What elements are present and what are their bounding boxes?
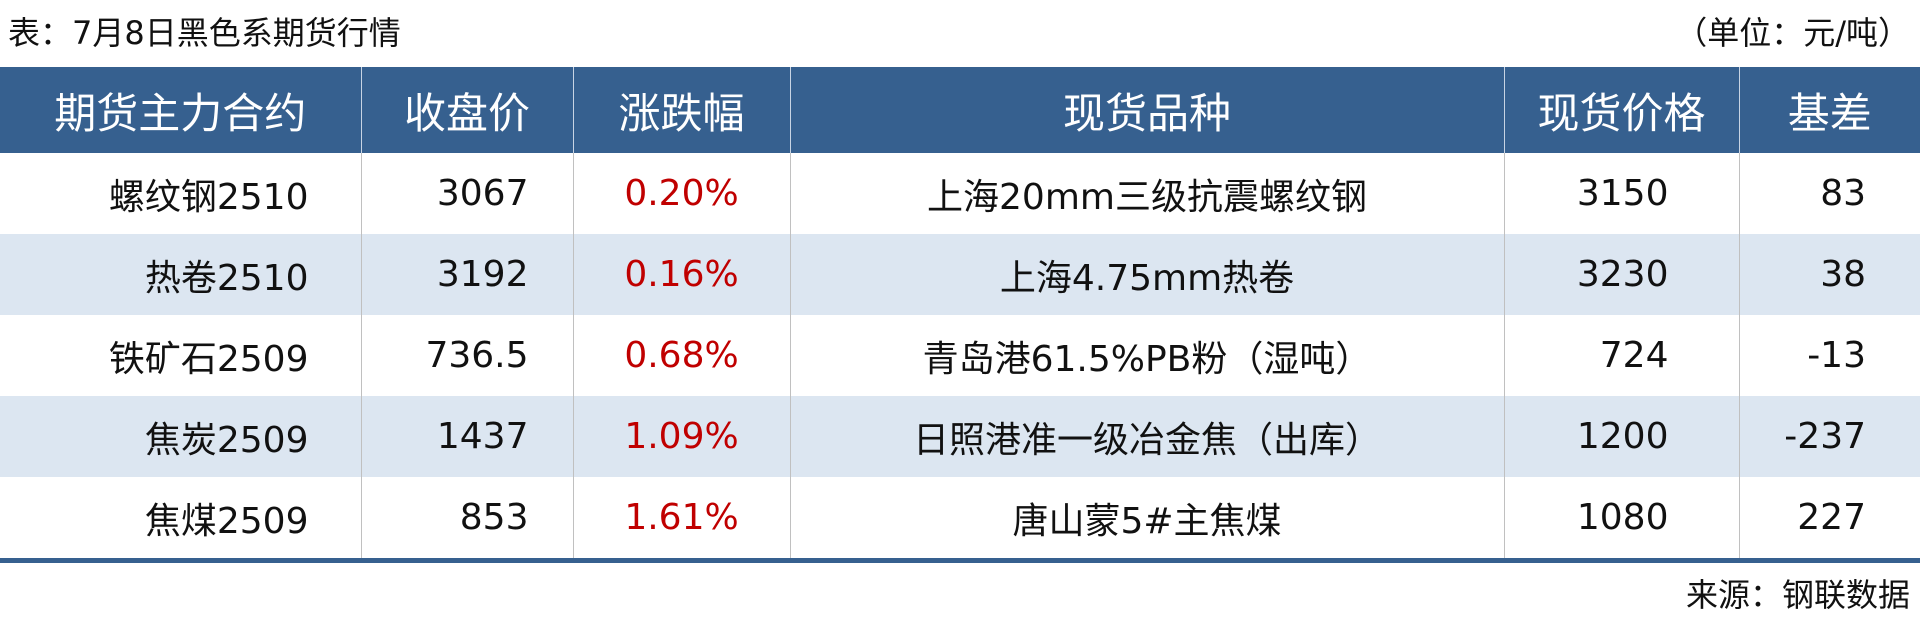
cell-basis: 227 (1738, 477, 1920, 563)
futures-table: 期货主力合约 收盘价 涨跌幅 现货品种 现货价格 基差 螺纹钢2510 3067 0… (0, 67, 1920, 563)
header-change: 涨跌幅 (572, 67, 790, 153)
cell-close: 736.5 (360, 315, 573, 396)
cell-spot-variety: 上海4.75mm热卷 (789, 234, 1504, 315)
cell-change: 0.16% (572, 234, 790, 315)
table-title: 表：7月8日黑色系期货行情 (8, 14, 401, 52)
cell-spot-price: 3150 (1503, 153, 1739, 234)
cell-change: 1.09% (572, 396, 790, 477)
cell-spot-price: 1080 (1503, 477, 1739, 563)
header-row: 期货主力合约 收盘价 涨跌幅 现货品种 现货价格 基差 (0, 67, 1920, 153)
table-row: 焦炭2509 1437 1.09% 日照港准一级冶金焦（出库） 1200 -237 (0, 396, 1920, 477)
cell-close: 3192 (360, 234, 573, 315)
cell-change: 0.68% (572, 315, 790, 396)
cell-contract: 热卷2510 (0, 234, 361, 315)
cell-close: 853 (360, 477, 573, 563)
header-spot-variety: 现货品种 (789, 67, 1504, 153)
cell-basis: -13 (1738, 315, 1920, 396)
cell-basis: -237 (1738, 396, 1920, 477)
cell-change: 0.20% (572, 153, 790, 234)
cell-spot-price: 1200 (1503, 396, 1739, 477)
cell-contract: 焦煤2509 (0, 477, 361, 563)
table-row: 热卷2510 3192 0.16% 上海4.75mm热卷 3230 38 (0, 234, 1920, 315)
cell-spot-price: 724 (1503, 315, 1739, 396)
cell-spot-variety: 青岛港61.5%PB粉（湿吨） (789, 315, 1504, 396)
cell-contract: 铁矿石2509 (108, 338, 309, 380)
cell-change: 1.61% (572, 477, 790, 563)
header-close: 收盘价 (360, 67, 573, 153)
cell-spot-variety: 上海20mm三级抗震螺纹钢 (789, 153, 1504, 234)
cell-contract: 螺纹钢2510 (108, 176, 309, 218)
unit-label: （单位：元/吨） (1675, 14, 1910, 52)
cell-spot-variety: 唐山蒙5#主焦煤 (789, 477, 1504, 563)
table-row: 铁矿石2509 736.5 0.68% 青岛港61.5%PB粉（湿吨） 724 -13 (0, 315, 1920, 396)
cell-close: 3067 (360, 153, 573, 234)
source-note: 来源：钢联数据 (1685, 576, 1910, 614)
cell-basis: 38 (1738, 234, 1920, 315)
cell-basis: 83 (1738, 153, 1920, 234)
header-basis: 基差 (1738, 67, 1920, 153)
cell-spot-price: 3230 (1503, 234, 1739, 315)
header-spot-price: 现货价格 (1503, 67, 1739, 153)
cell-spot-variety: 日照港准一级冶金焦（出库） (789, 396, 1504, 477)
table-row: 螺纹钢2510 3067 0.20% 上海20mm三级抗震螺纹钢 3150 83 (0, 153, 1920, 234)
cell-close: 1437 (360, 396, 573, 477)
table-row: 焦煤2509 853 1.61% 唐山蒙5#主焦煤 1080 227 (0, 477, 1920, 563)
cell-contract: 焦炭2509 (0, 396, 361, 477)
header-contract: 期货主力合约 (0, 67, 361, 153)
